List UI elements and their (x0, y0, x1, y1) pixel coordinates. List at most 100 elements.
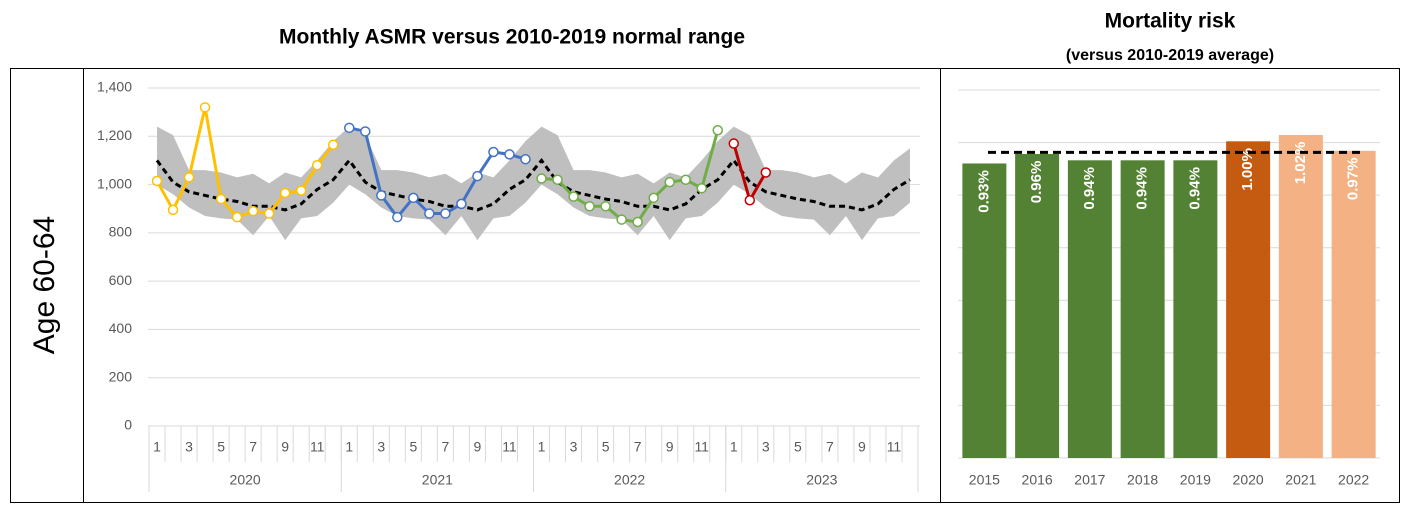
x-tick-label: 7 (634, 439, 642, 455)
x-tick-label: 11 (694, 439, 709, 455)
marker (488, 146, 499, 158)
x-tick-label: 11 (310, 439, 325, 455)
marker (744, 195, 756, 206)
y-tick-label: 600 (109, 272, 133, 288)
marker (151, 175, 163, 187)
marker (199, 102, 211, 113)
value-label: 0.97% (1345, 158, 1362, 201)
x-tick-label: 7 (826, 439, 834, 455)
marker (760, 167, 772, 178)
x-tick-label: 2016 (1022, 472, 1053, 488)
normal-range (157, 126, 910, 241)
marker (472, 170, 483, 182)
marker (344, 122, 355, 134)
marker (584, 201, 595, 212)
x-tick-label: 2019 (1180, 472, 1211, 488)
x-tick-label: 1 (730, 439, 738, 455)
bar (1015, 153, 1060, 458)
x-tick-label: 2017 (1074, 472, 1105, 488)
bar (1173, 160, 1218, 458)
marker (504, 149, 515, 160)
marker (183, 172, 195, 183)
x-tick-label: 1 (153, 439, 161, 455)
x-tick-label: 5 (794, 439, 802, 455)
marker (167, 204, 179, 216)
x-tick-label: 5 (217, 439, 225, 455)
mean-line (155, 157, 911, 212)
x-tick-label: 7 (441, 439, 449, 455)
x-tick-label: 9 (858, 439, 866, 455)
x-tick-label: 11 (502, 439, 517, 455)
frame (10, 68, 1400, 503)
chart-subtitle: (versus 2010-2019 average) (1066, 47, 1274, 64)
marker (664, 176, 675, 188)
marker (215, 193, 227, 205)
x-tick-label: 7 (249, 439, 257, 455)
x-tick-label: 3 (185, 439, 193, 455)
group-label: 2020 (230, 472, 261, 488)
marker (456, 198, 467, 210)
marker (440, 208, 451, 219)
y-tick-label: 1,400 (97, 79, 132, 95)
marker (552, 174, 563, 185)
x-tick-label: 5 (602, 439, 610, 455)
y-tick-label: 0 (124, 417, 132, 433)
marker (648, 192, 659, 204)
value-label: 1.00% (1239, 148, 1256, 191)
marker (632, 216, 643, 228)
chart-title: Monthly ASMR versus 2010-2019 normal ran… (279, 26, 745, 49)
chart-title: Mortality risk (1105, 10, 1236, 33)
marker (680, 174, 691, 185)
y-tick-label: 200 (109, 368, 133, 384)
x-tick-label: 5 (409, 439, 417, 455)
bar (962, 163, 1007, 458)
x-tick-label: 2018 (1127, 472, 1158, 488)
marker (392, 211, 403, 223)
marker (311, 160, 323, 171)
x-tick-label: 1 (538, 439, 546, 455)
marker (263, 208, 275, 219)
marker (696, 182, 707, 194)
x-tick-label: 9 (474, 439, 482, 455)
x-tick-label: 2022 (1338, 472, 1369, 488)
marker (568, 191, 579, 202)
marker (424, 208, 435, 219)
x-tick-label: 3 (762, 439, 770, 455)
marker (279, 187, 291, 199)
bar (1331, 150, 1376, 458)
marker (408, 192, 419, 204)
x-tick-label: 2020 (1233, 472, 1264, 488)
value-label: 0.93% (975, 170, 992, 213)
x-tick-label: 1 (345, 439, 353, 455)
y-tick-label: 400 (109, 320, 133, 336)
x-tick-label: 2021 (1285, 472, 1316, 488)
group-label: 2022 (614, 472, 645, 488)
value-label: 0.96% (1028, 161, 1045, 204)
x-tick-label: 3 (570, 439, 578, 455)
marker (728, 138, 740, 149)
bar (1120, 160, 1165, 458)
marker (231, 211, 243, 223)
marker (376, 190, 387, 201)
group-label: 2021 (422, 472, 453, 488)
y-tick-label: 800 (109, 224, 133, 240)
value-label: 0.94% (1186, 167, 1203, 210)
x-tick-label: 2015 (969, 472, 1000, 488)
marker (616, 214, 627, 225)
y-tick-label: 1,000 (97, 175, 132, 191)
x-tick-label: 11 (887, 439, 902, 455)
marker (360, 126, 371, 137)
y-tick-label: 1,200 (97, 127, 132, 143)
bar (1067, 160, 1112, 458)
x-tick-label: 9 (666, 439, 674, 455)
marker (247, 205, 259, 217)
x-tick-label: 3 (377, 439, 385, 455)
bar (1226, 141, 1271, 459)
marker (520, 153, 531, 165)
marker (600, 201, 611, 212)
value-label: 0.94% (1081, 167, 1098, 210)
value-label: 1.02% (1292, 142, 1309, 185)
bar (1278, 134, 1323, 458)
marker (295, 185, 307, 196)
